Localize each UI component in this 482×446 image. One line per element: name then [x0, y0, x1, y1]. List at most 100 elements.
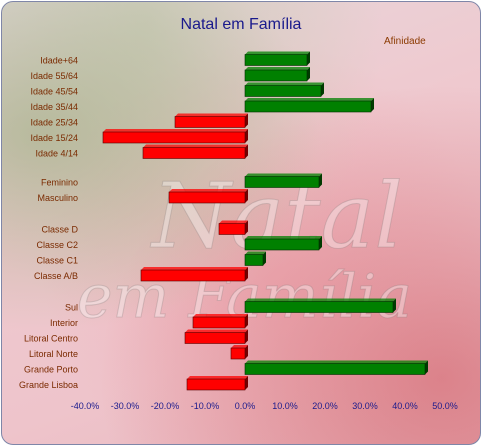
category-label: Idade 45/54 [30, 87, 78, 97]
bar-side-face [245, 376, 248, 390]
bar [244, 236, 322, 251]
bar-front-face [244, 363, 426, 375]
x-tick-label: 40.0% [392, 401, 418, 411]
category-label: Grande Lisboa [19, 380, 78, 390]
bar-top-face [245, 82, 324, 86]
category-label: Grande Porto [24, 365, 78, 375]
category-label: Idade 55/64 [30, 71, 78, 81]
bar-front-face [218, 223, 246, 235]
bar-side-face [307, 67, 310, 81]
category-label: Idade 35/44 [30, 102, 78, 112]
category-label: Sul [65, 303, 78, 313]
bar [218, 220, 248, 235]
bar [244, 67, 310, 82]
bar-front-face [244, 254, 264, 266]
x-tick-label: 10.0% [272, 401, 298, 411]
x-tick-label: -10.0% [191, 401, 220, 411]
category-label: Idade 4/14 [35, 149, 78, 159]
category-label: Interior [50, 318, 78, 328]
bar-side-face [321, 82, 324, 97]
x-tick-label: -40.0% [71, 401, 100, 411]
chart-title: Natal em Família [180, 16, 302, 33]
bar-front-face [244, 69, 308, 82]
bar-front-face [244, 54, 308, 66]
bar [102, 129, 248, 144]
bar-front-face [244, 238, 320, 251]
x-tick-label: 20.0% [312, 401, 338, 411]
bar-top-face [169, 189, 248, 192]
bar-front-face [142, 147, 246, 159]
category-label: Idade 15/24 [30, 133, 78, 143]
bar [192, 314, 248, 329]
bar [244, 98, 374, 113]
bar-front-face [244, 301, 394, 313]
category-label: Classe D [41, 225, 78, 235]
bar-top-face [143, 144, 248, 148]
bar-front-face [244, 100, 372, 113]
x-tick-label: 50.0% [432, 401, 458, 411]
bar-front-face [184, 332, 246, 344]
bar-side-face [393, 298, 396, 313]
bar-side-face [245, 345, 248, 359]
category-label: Feminino [41, 178, 78, 188]
watermark-word-2: em Família [77, 262, 412, 332]
bar-side-face [245, 129, 248, 143]
bar-side-face [245, 189, 248, 203]
bar-top-face [245, 251, 266, 255]
x-tick-label: -20.0% [151, 401, 180, 411]
bar-side-face [245, 314, 248, 328]
category-label: Classe C2 [36, 240, 78, 250]
bar-side-face [245, 113, 248, 128]
bar [230, 345, 248, 360]
category-label: Idade+64 [40, 56, 78, 66]
bar [244, 298, 396, 313]
category-label: Litoral Norte [29, 349, 78, 359]
bar-top-face [185, 329, 248, 333]
bar [168, 189, 248, 204]
bar-top-face [103, 129, 248, 132]
bar-top-face [245, 360, 428, 364]
bar-side-face [319, 236, 322, 250]
bar [244, 82, 324, 97]
bar-top-face [245, 98, 374, 101]
bar-side-face [263, 251, 266, 266]
bar [186, 376, 248, 391]
bar-side-face [319, 173, 322, 188]
bar-top-face [245, 51, 310, 55]
bar-front-face [244, 176, 320, 188]
category-label: Classe C1 [36, 256, 78, 266]
category-label: Classe A/B [34, 271, 78, 281]
bar-top-face [245, 67, 310, 70]
x-tick-label: -30.0% [111, 401, 140, 411]
bar-side-face [245, 144, 248, 159]
bar-side-face [425, 360, 428, 375]
x-tick-label: 0.0% [235, 401, 256, 411]
category-label: Idade 25/34 [30, 118, 78, 128]
bar-front-face [140, 269, 246, 282]
bar [244, 360, 428, 375]
bar-side-face [307, 51, 310, 66]
bar-top-face [187, 376, 248, 379]
bar [142, 144, 248, 159]
legend-label: Afinidade [384, 36, 426, 47]
bar-top-face [245, 236, 322, 239]
bar [140, 267, 248, 282]
bar [184, 329, 248, 344]
bar-side-face [371, 98, 374, 112]
category-label: Masculino [37, 193, 78, 203]
bar-side-face [245, 329, 248, 344]
bar [244, 51, 310, 66]
bar-top-face [175, 113, 248, 117]
bar-top-face [219, 220, 248, 224]
bar-front-face [174, 116, 246, 128]
bar-top-face [245, 298, 396, 302]
bar-top-face [231, 345, 248, 348]
bar [174, 113, 248, 128]
bar [244, 251, 266, 266]
bar-side-face [245, 220, 248, 235]
bar-front-face [168, 191, 246, 204]
bar-front-face [186, 378, 246, 391]
category-label: Litoral Centro [24, 334, 78, 344]
